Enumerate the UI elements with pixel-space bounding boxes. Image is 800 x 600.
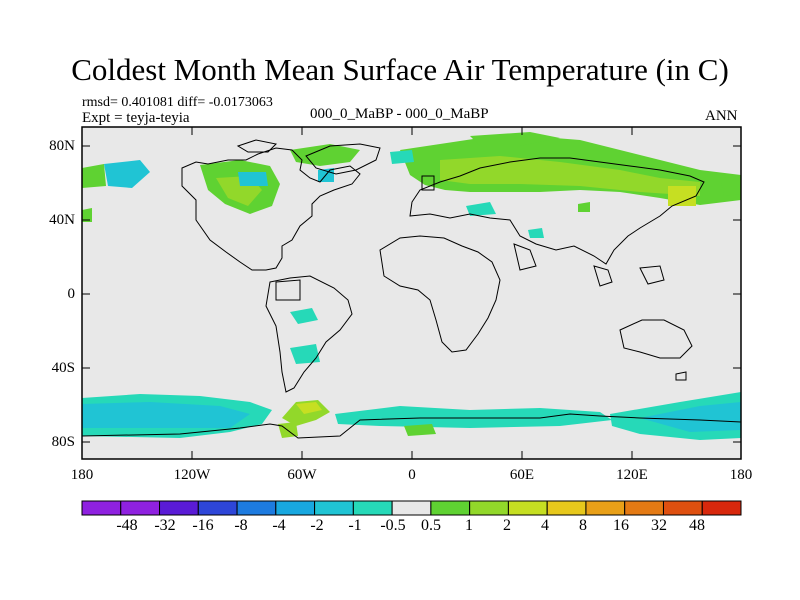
- philippines-outline: [639, 265, 665, 285]
- patch-tibet-cyan: [528, 228, 544, 238]
- southeast-asia-outline: [593, 265, 613, 287]
- patch-antarctic-peninsula-core: [296, 402, 322, 414]
- patch-west-edge: [82, 164, 106, 188]
- anomaly-patches: [82, 132, 741, 440]
- lon-label-180e: 180: [729, 467, 753, 483]
- patch-hudson-cyan: [238, 172, 268, 186]
- south-america-outline: [265, 275, 353, 393]
- colorbar-label: -1: [348, 517, 362, 534]
- comparison-label: 000_0_MaBP - 000_0_MaBP: [310, 106, 489, 122]
- north-america-outline: [181, 147, 361, 271]
- patch-central-asia-cyan: [466, 202, 496, 216]
- lon-label-120e: 120E: [616, 467, 648, 483]
- patch-west-edge-small: [82, 208, 92, 222]
- lon-label-120w: 120W: [173, 467, 211, 483]
- australia-outline: [619, 319, 693, 359]
- eurasia-outline: [409, 157, 705, 265]
- patch-kamchatka: [668, 186, 696, 206]
- patch-arctic-north: [470, 132, 560, 146]
- patch-alaska-cyan: [104, 160, 150, 188]
- colorbar-label: 4: [541, 517, 549, 534]
- lat-label-80n: 80N: [49, 138, 75, 154]
- greenland-outline: [305, 143, 381, 175]
- colorbar-box: [120, 500, 161, 516]
- colorbar-label: -48: [116, 517, 138, 534]
- arctic-islands-outline: [236, 139, 278, 153]
- colorbar-label: -16: [192, 517, 214, 534]
- patch-asia-green-small: [578, 202, 590, 212]
- patch-south-america-b: [290, 344, 320, 364]
- lon-label-60e: 60E: [509, 467, 535, 483]
- experiment-label: Expt = teyja-teyia: [82, 110, 190, 126]
- lat-label-80s: 80S: [51, 434, 75, 450]
- colorbar-box: [314, 500, 354, 516]
- antarctica-outline: [81, 413, 742, 439]
- colorbar-label: -32: [154, 517, 176, 534]
- patch-east-edge: [720, 176, 741, 196]
- colorbar-box: [159, 500, 199, 516]
- colorbar-label: -8: [234, 517, 248, 534]
- colorbar-label: 0.5: [421, 517, 441, 534]
- colorbar-box: [430, 500, 471, 516]
- colorbar-label: 8: [579, 517, 587, 534]
- chart-title: Coldest Month Mean Surface Air Temperatu…: [71, 52, 729, 87]
- colorbar-box: [391, 500, 432, 516]
- patch-antarctic-center: [335, 406, 612, 428]
- patch-antarctic-west-core: [82, 402, 250, 428]
- colorbar-box: [546, 500, 587, 516]
- colorbar-box: [197, 500, 238, 516]
- colorbar-label: 1: [465, 517, 473, 534]
- colorbar-box: [275, 500, 316, 516]
- colorbar-label: -0.5: [380, 517, 406, 534]
- colorbar-box: [624, 500, 664, 516]
- new-zealand-outline: [675, 371, 687, 381]
- colorbar-box: [585, 500, 626, 516]
- colorbar-box: [662, 500, 703, 516]
- coastlines: [81, 139, 742, 439]
- colorbar-label: 48: [689, 517, 705, 534]
- colorbar-label: -4: [272, 517, 286, 534]
- patch-antarctic-east-core: [640, 402, 741, 432]
- axis-ticks: [82, 127, 741, 459]
- colorbar-box: [352, 500, 393, 516]
- lon-label-180w: 180: [70, 467, 94, 483]
- south-america-detail: [275, 279, 301, 301]
- lat-label-0: 0: [67, 286, 76, 302]
- lon-label-0: 0: [408, 467, 416, 483]
- stats-text: rmsd= 0.401081 diff= -0.0173063: [82, 95, 273, 110]
- lon-label-60w: 60W: [287, 467, 317, 483]
- colorbar-box: [81, 500, 122, 516]
- colorbar-label: -2: [310, 517, 324, 534]
- colorbar-label: 2: [503, 517, 511, 534]
- patch-south-america-a: [290, 308, 318, 324]
- lat-label-40n: 40N: [49, 212, 75, 228]
- colorbar-box: [469, 500, 509, 516]
- colorbar: [81, 500, 742, 516]
- africa-outline: [379, 235, 501, 353]
- season-label: ANN: [705, 108, 738, 124]
- colorbar-label: 32: [651, 517, 667, 534]
- europe-detail: [421, 175, 435, 191]
- patch-eurasia-core: [440, 156, 700, 196]
- colorbar-box: [507, 500, 548, 516]
- patch-antarctic-green: [404, 424, 436, 436]
- colorbar-box: [236, 500, 277, 516]
- colorbar-label: 16: [613, 517, 629, 534]
- arabia-outline: [513, 243, 537, 271]
- lat-label-40s: 40S: [51, 360, 75, 376]
- colorbar-box: [701, 500, 742, 516]
- patch-scandinavia-cyan: [390, 150, 414, 164]
- patch-greenland: [290, 144, 360, 166]
